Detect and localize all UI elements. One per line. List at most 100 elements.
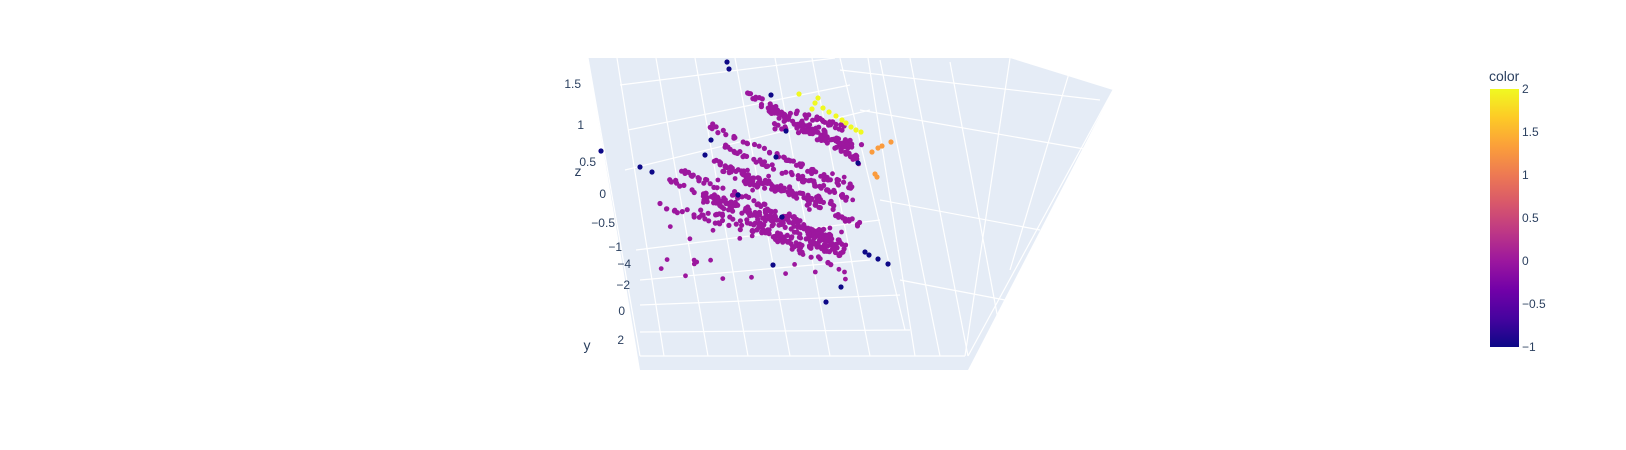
data-point	[710, 121, 716, 127]
data-point	[850, 197, 856, 203]
data-point	[799, 127, 805, 133]
data-point	[843, 242, 849, 248]
data-point	[762, 218, 768, 224]
data-point	[719, 217, 726, 224]
data-point	[815, 193, 822, 199]
data-point	[836, 237, 842, 243]
data-point	[783, 271, 788, 276]
data-point	[817, 234, 822, 240]
data-point	[664, 257, 670, 262]
data-point	[843, 120, 849, 126]
data-point	[829, 241, 835, 246]
data-point	[724, 59, 730, 65]
data-point	[772, 184, 778, 190]
data-point	[780, 220, 786, 226]
data-point	[866, 252, 872, 258]
data-point	[702, 152, 708, 158]
data-point	[779, 214, 785, 220]
data-point	[813, 129, 819, 135]
data-point	[723, 132, 729, 138]
data-point	[793, 240, 799, 246]
data-point	[843, 276, 848, 282]
data-point	[832, 125, 839, 131]
data-point	[715, 130, 721, 136]
data-point	[783, 158, 789, 163]
data-point	[767, 150, 773, 156]
colorbar-tick-label: 0	[1522, 254, 1529, 268]
data-point	[849, 141, 855, 147]
data-point	[756, 202, 762, 207]
data-point	[818, 173, 823, 179]
data-point	[764, 229, 770, 236]
data-point	[806, 243, 813, 249]
gridline	[879, 199, 1041, 231]
colorbar-ticks: 2 1.5 1 0.5 0 −0.5 −1	[1522, 82, 1546, 354]
scene-3d[interactable]	[587, 57, 1114, 370]
data-point	[858, 142, 865, 148]
data-point	[828, 137, 834, 143]
data-point	[849, 184, 855, 190]
data-point	[749, 233, 755, 239]
data-point	[782, 224, 788, 230]
data-point	[750, 187, 755, 193]
data-point	[783, 128, 789, 134]
data-point	[739, 170, 745, 176]
data-point	[794, 125, 800, 131]
data-point	[807, 122, 813, 128]
data-point	[761, 145, 768, 151]
data-point	[752, 220, 758, 226]
data-point	[875, 145, 881, 151]
colorbar-tick-label: −1	[1522, 340, 1536, 354]
gridline	[899, 279, 1006, 301]
data-point	[838, 284, 844, 290]
data-point	[769, 105, 776, 112]
data-point	[674, 210, 680, 216]
data-point	[811, 178, 817, 184]
data-point	[826, 109, 832, 115]
data-point	[816, 227, 822, 232]
data-point	[841, 174, 847, 180]
data-point	[820, 105, 826, 111]
data-point	[696, 214, 702, 220]
data-point	[818, 238, 824, 244]
data-point	[831, 187, 837, 193]
gridline	[867, 57, 916, 357]
data-point	[806, 112, 812, 118]
data-point	[808, 254, 814, 260]
data-point	[823, 234, 830, 240]
data-point	[875, 256, 881, 262]
data-point	[796, 91, 802, 97]
data-point	[720, 276, 726, 281]
data-point	[813, 125, 819, 131]
data-point	[707, 181, 713, 187]
data-point	[788, 226, 794, 232]
data-point	[824, 248, 830, 254]
data-point	[757, 220, 763, 226]
data-point	[822, 119, 828, 125]
data-point	[758, 101, 765, 108]
data-point	[802, 177, 808, 183]
data-point	[727, 214, 733, 220]
data-point	[806, 178, 812, 184]
data-point	[799, 161, 805, 167]
data-point	[757, 157, 763, 163]
data-point	[749, 227, 756, 234]
data-point	[820, 199, 827, 205]
data-point	[726, 170, 732, 176]
data-point	[779, 170, 785, 176]
data-point	[874, 174, 880, 180]
z-tick-label: 0	[599, 187, 606, 201]
data-point	[770, 109, 776, 116]
data-point	[879, 143, 885, 149]
data-point	[826, 122, 832, 128]
z-tick-label: 1.5	[564, 77, 581, 91]
data-point	[837, 252, 843, 258]
data-point	[800, 224, 806, 231]
data-point	[804, 228, 811, 234]
data-point	[810, 117, 816, 123]
data-point	[598, 148, 604, 154]
data-point	[677, 183, 683, 189]
data-point	[818, 185, 824, 191]
data-point	[740, 154, 746, 160]
